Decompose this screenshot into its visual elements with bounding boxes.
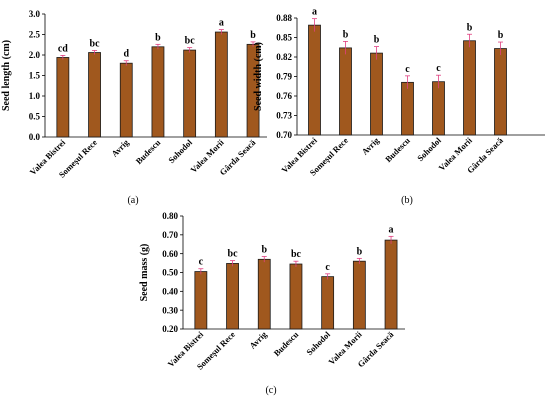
significance-letter: c bbox=[405, 64, 410, 75]
y-axis-title: Seed width (cm) bbox=[253, 42, 264, 111]
y-tick-label: 0.88 bbox=[276, 13, 292, 23]
y-tick-label: 0.85 bbox=[276, 33, 292, 43]
bar bbox=[214, 31, 228, 138]
significance-letter: c bbox=[199, 257, 204, 268]
y-tick-label: 0.50 bbox=[162, 268, 178, 278]
bar bbox=[56, 57, 70, 138]
y-tick-label: 0.80 bbox=[162, 211, 178, 221]
chart-seed-mass: 0.20 0.30 0.40 0.50 0.60 0.70 0.80 Seed mass (g… bbox=[139, 211, 405, 396]
category-label: Sohodol bbox=[415, 135, 443, 163]
bar bbox=[183, 49, 197, 138]
y-tick-label: 0.0 bbox=[29, 132, 41, 142]
bar bbox=[308, 24, 321, 136]
bar bbox=[352, 260, 366, 330]
bar bbox=[463, 40, 476, 136]
category-label: Sohodol bbox=[166, 137, 194, 165]
significance-letter: c bbox=[325, 262, 330, 273]
category-label: Budescu bbox=[272, 329, 301, 358]
bar bbox=[88, 52, 101, 138]
panel-label: (b) bbox=[401, 195, 413, 206]
y-tick-label: 0.79 bbox=[276, 72, 292, 82]
significance-letter: cd bbox=[58, 43, 68, 54]
y-tick-label: 0.40 bbox=[162, 287, 178, 297]
y-tick-label: 0.73 bbox=[276, 111, 292, 121]
bar bbox=[339, 47, 352, 136]
bar bbox=[401, 81, 414, 136]
y-tick-label: 0.60 bbox=[162, 249, 178, 259]
significance-letter: b bbox=[261, 244, 267, 255]
significance-letter: a bbox=[389, 224, 394, 235]
y-axis-title: Seed length (cm) bbox=[1, 40, 12, 111]
y-tick-label: 0.5 bbox=[29, 112, 41, 122]
significance-letter: a bbox=[219, 18, 224, 29]
bar bbox=[321, 276, 335, 330]
y-tick-label: 1.5 bbox=[29, 71, 41, 81]
category-label: Budescu bbox=[134, 137, 163, 166]
y-axis-title: Seed mass (g) bbox=[139, 244, 150, 302]
significance-letter: bc bbox=[291, 249, 302, 260]
y-tick-label: 0.70 bbox=[276, 130, 292, 140]
y-tick-label: 0.70 bbox=[162, 230, 178, 240]
category-label: Avrig bbox=[360, 135, 382, 157]
category-label: Budescu bbox=[383, 135, 412, 164]
significance-letter: bc bbox=[90, 38, 101, 49]
panel-label: (a) bbox=[127, 195, 138, 206]
significance-letter: b bbox=[498, 30, 504, 41]
significance-letter: b bbox=[250, 30, 256, 41]
y-tick-label: 0.82 bbox=[276, 52, 292, 62]
category-label: Avrig bbox=[109, 137, 131, 159]
bar bbox=[432, 81, 445, 136]
y-tick-label: 2.0 bbox=[29, 50, 41, 60]
significance-letter: bc bbox=[228, 249, 239, 260]
bar bbox=[226, 263, 239, 330]
category-label: Avrig bbox=[247, 329, 269, 351]
significance-letter: c bbox=[436, 63, 441, 74]
chart-seed-width: 0.70 0.73 0.76 0.79 0.82 0.85 0.88 Seed width (… bbox=[253, 7, 545, 206]
bar bbox=[289, 263, 303, 330]
y-tick-label: 2.5 bbox=[29, 30, 41, 40]
panel-label: (c) bbox=[265, 385, 276, 396]
bar bbox=[494, 48, 507, 136]
y-tick-label: 0.30 bbox=[162, 305, 178, 315]
y-tick-label: 0.76 bbox=[276, 91, 292, 101]
significance-letter: b bbox=[374, 35, 380, 46]
bar bbox=[119, 62, 133, 138]
y-tick-label: 1.0 bbox=[29, 91, 41, 101]
bar bbox=[194, 271, 208, 330]
significance-letter: b bbox=[467, 22, 473, 33]
significance-letter: b bbox=[155, 32, 161, 43]
bar bbox=[370, 52, 383, 136]
y-tick-label: 0.20 bbox=[162, 324, 178, 334]
category-label: Sohodol bbox=[304, 329, 332, 357]
significance-letter: a bbox=[312, 7, 317, 18]
significance-letter: b bbox=[343, 29, 349, 40]
significance-letter: b bbox=[357, 246, 363, 257]
bar bbox=[151, 46, 165, 138]
significance-letter: d bbox=[123, 49, 129, 60]
significance-letter: bc bbox=[185, 36, 196, 47]
bar bbox=[257, 258, 271, 330]
bar bbox=[384, 239, 398, 330]
y-tick-label: 3.0 bbox=[29, 9, 41, 19]
